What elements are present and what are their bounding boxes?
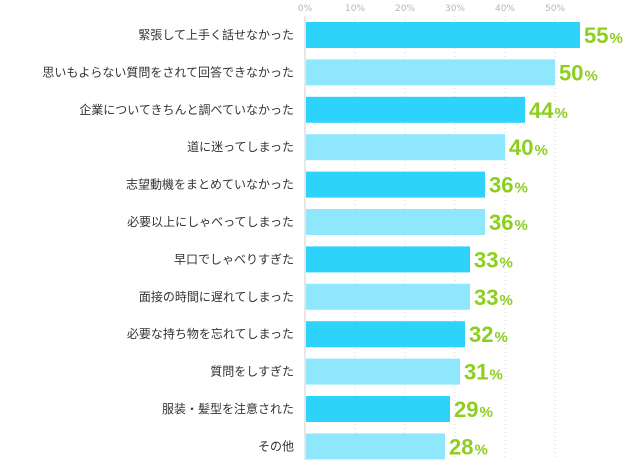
value-label: 40% [509,135,548,160]
category-label: 思いもよらない質問をされて回答できなかった [42,64,294,79]
bar [306,283,470,310]
value-labels: 55% 50% 44% 40% 36% 36% 33% 33% 32% 31% 29% 28% [449,23,623,459]
value-label: 28% [449,434,488,459]
bar [306,96,525,123]
bar [306,396,450,422]
category-label: 志望動機をまとめていなかった [126,177,294,192]
value-label: 33% [474,285,513,310]
category-label: その他 [258,439,294,453]
category-label: 早口でしゃべりすぎた [174,252,294,266]
bars [306,22,580,460]
x-tick-label: 40% [495,4,515,14]
x-axis-ticks: 0% 10% 20% 30% 40% 50% [298,4,566,14]
bar [306,22,580,48]
category-label: 必要な持ち物を忘れてしまった [127,326,294,341]
gridlines [304,16,556,460]
category-label: 面接の時間に遅れてしまった [139,289,294,304]
bar [306,209,485,235]
bar [306,59,555,86]
x-tick-label: 50% [545,4,565,14]
bar [306,246,470,273]
value-label: 44% [529,98,568,123]
x-tick-label: 0% [298,4,313,14]
category-label: 企業についてきちんと調べていなかった [79,102,294,117]
value-label: 50% [559,60,598,85]
value-label: 55% [584,23,623,48]
bar [306,358,460,385]
bar [306,171,485,198]
value-label: 29% [454,397,493,422]
value-label: 36% [489,173,528,198]
value-label: 31% [464,360,503,385]
category-label: 服装・髪型を注意された [162,401,294,416]
value-label: 36% [489,210,528,235]
x-tick-label: 30% [445,4,465,14]
bar [306,321,465,348]
category-label: 質問をしすぎた [210,364,294,379]
x-tick-label: 20% [395,4,415,14]
x-tick-label: 10% [345,4,365,14]
category-label: 緊張して上手く話せなかった [138,27,294,42]
bar [306,134,505,161]
value-label: 32% [469,322,508,347]
bar [306,433,445,460]
category-labels: 緊張して上手く話せなかった思いもよらない質問をされて回答できなかった企業について… [42,27,294,453]
value-label: 33% [474,247,513,272]
category-label: 必要以上にしゃべってしまった [127,215,294,229]
category-label: 道に迷ってしまった [187,140,294,154]
